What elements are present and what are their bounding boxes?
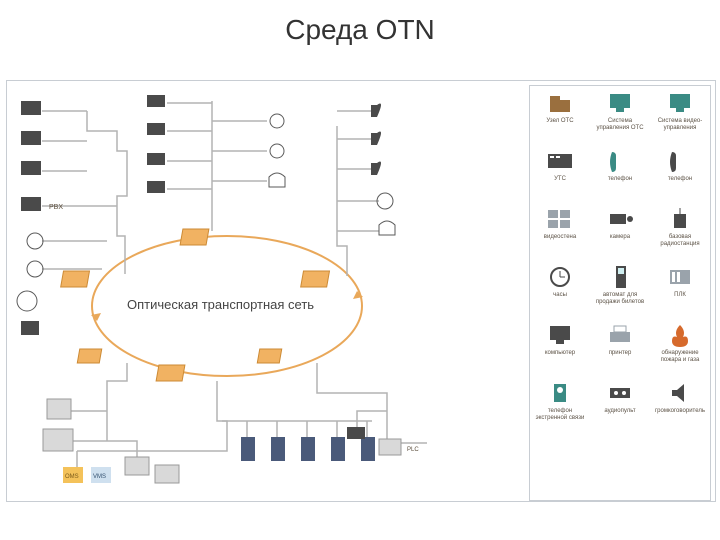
- svg-text:PLC: PLC: [407, 447, 419, 453]
- legend-item: компьютер: [530, 322, 590, 380]
- slide-title: Среда OTN: [0, 14, 720, 46]
- legend-panel: Узел ОТССистема управления ОТССистема ви…: [529, 85, 711, 501]
- legend-item: телефон: [590, 148, 650, 206]
- legend-item: ПЛК: [650, 264, 710, 322]
- legend-item: базовая радиостанция: [650, 206, 710, 264]
- network-diagram: PBX PLC: [7, 81, 527, 501]
- ring-label: Оптическая транспортная сеть: [127, 297, 314, 312]
- legend-item: Система видео-управления: [650, 90, 710, 148]
- legend-item: камера: [590, 206, 650, 264]
- legend-item: автомат для продажи билетов: [590, 264, 650, 322]
- svg-text:VMS: VMS: [93, 474, 106, 480]
- legend-item: принтер: [590, 322, 650, 380]
- legend-item: телефон экстренной связи: [530, 380, 590, 438]
- legend-item: часы: [530, 264, 590, 322]
- legend-item: УТС: [530, 148, 590, 206]
- legend-item: обнаружение пожара и газа: [650, 322, 710, 380]
- slide-body: PBX PLC: [6, 80, 716, 502]
- legend-item: видеостена: [530, 206, 590, 264]
- legend-item: Система управления ОТС: [590, 90, 650, 148]
- legend-item: Узел ОТС: [530, 90, 590, 148]
- legend-item: телефон: [650, 148, 710, 206]
- svg-text:OMS: OMS: [65, 474, 79, 480]
- legend-item: громкоговоритель: [650, 380, 710, 438]
- legend-item: аудиопульт: [590, 380, 650, 438]
- svg-text:PBX: PBX: [49, 204, 63, 211]
